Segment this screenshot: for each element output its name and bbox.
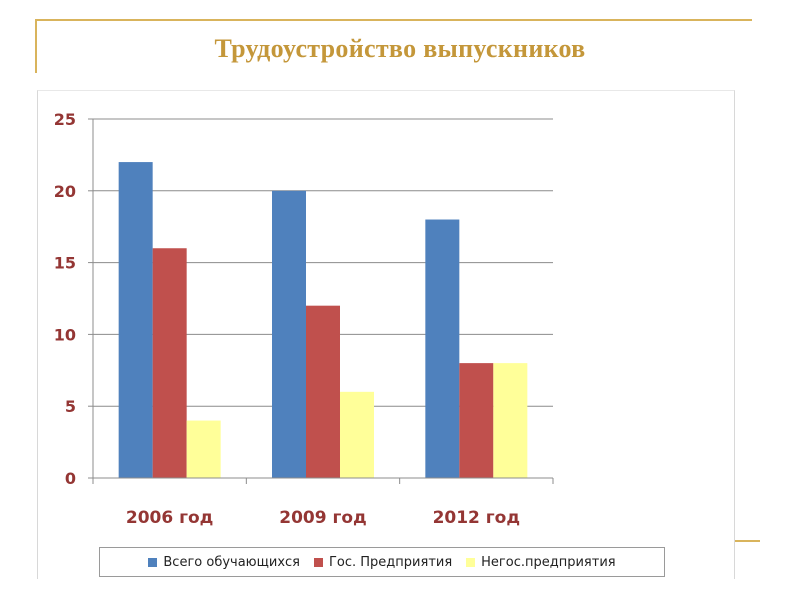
x-tick-label: 2006 год <box>126 508 214 528</box>
legend-label: Гос. Предприятия <box>328 554 453 570</box>
decorative-bottom-line <box>732 540 760 542</box>
decorative-top-line <box>36 19 752 21</box>
bar <box>459 363 494 478</box>
slide-title: Трудоустройство выпускников <box>214 34 586 63</box>
y-tick-label: 25 <box>54 110 76 129</box>
y-tick-label: 15 <box>54 254 76 273</box>
legend-swatch <box>148 557 158 567</box>
bar <box>186 420 221 478</box>
bar <box>118 162 153 478</box>
legend-swatch <box>466 557 476 567</box>
x-tick-label: 2012 год <box>433 508 521 528</box>
legend-label: Негос.предприятия <box>481 554 616 570</box>
bar <box>425 219 460 478</box>
legend-label: Всего обучающихся <box>163 554 300 570</box>
bar <box>152 248 187 478</box>
y-tick-label: 0 <box>65 469 76 488</box>
legend-item: Гос. Предприятия <box>313 554 453 570</box>
bar <box>306 305 340 478</box>
y-tick-label: 5 <box>65 397 76 416</box>
y-tick-label: 20 <box>54 182 76 201</box>
y-tick-label: 10 <box>54 325 76 344</box>
legend-item: Негос.предприятия <box>466 554 616 570</box>
legend-item: Всего обучающихся <box>148 555 300 570</box>
bar <box>272 190 306 479</box>
legend-swatch <box>313 557 323 567</box>
decorative-left-line <box>35 19 37 73</box>
chart-legend: Всего обучающихся Гос. Предприятия Негос.п… <box>99 547 665 577</box>
x-tick-label: 2009 год <box>279 508 367 528</box>
bar <box>493 363 528 478</box>
bar <box>340 391 374 478</box>
